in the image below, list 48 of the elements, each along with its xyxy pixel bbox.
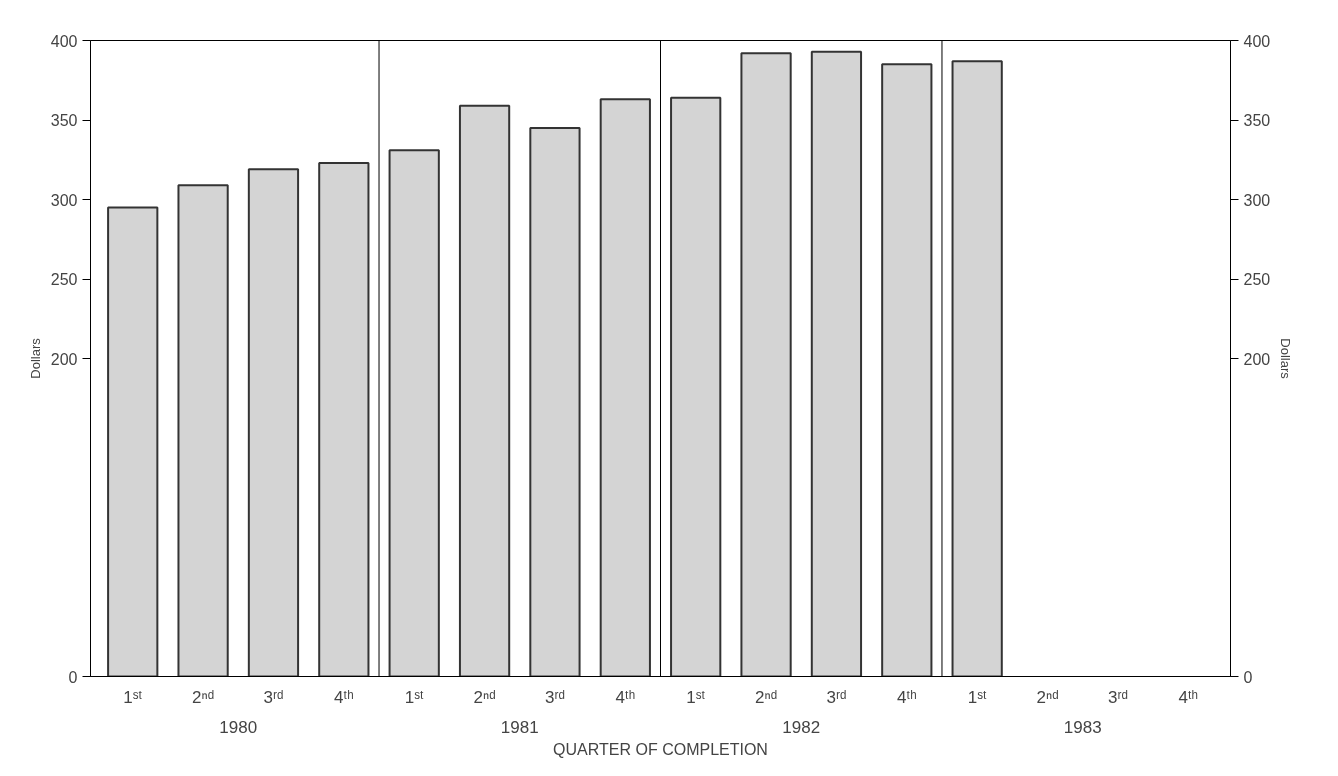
bar <box>388 149 440 677</box>
y-tick-label: 0 <box>68 668 78 686</box>
x-tick-label: 4ᵗʰ <box>896 687 917 707</box>
x-axis-title: QUARTER OF COMPLETION <box>553 740 768 758</box>
bar <box>599 98 651 677</box>
text: 1980 <box>219 717 258 737</box>
y2-tick-label: 0 <box>1243 668 1253 686</box>
bar <box>318 161 370 677</box>
x-tick-label: 4ᵗʰ <box>333 687 354 707</box>
x-tick-label: 3ʳᵈ <box>263 687 284 707</box>
bar <box>740 52 792 677</box>
x-tick-label: 2ⁿᵈ <box>1036 687 1059 707</box>
bar <box>951 60 1003 677</box>
x-tick-label: 1ˢᵗ <box>686 687 706 707</box>
y2-axis-title: Dollars <box>1278 338 1294 380</box>
y-tick-label: 300 <box>50 191 78 209</box>
bar <box>458 104 511 677</box>
y2-tick-label: 250 <box>1243 271 1271 288</box>
bar <box>670 96 722 677</box>
x-tick-label: 2ⁿᵈ <box>755 687 778 707</box>
bar <box>177 184 229 677</box>
y2-tick-label: 400 <box>1243 32 1271 50</box>
y-tick-label: 400 <box>50 32 78 50</box>
bar <box>881 63 933 677</box>
x-tick-label: 1ˢᵗ <box>123 687 143 707</box>
y-axis-title: Dollars <box>27 337 43 379</box>
y-tick-label: 350 <box>50 112 78 129</box>
x-tick-label: 3ʳᵈ <box>544 687 565 707</box>
bar <box>529 126 581 677</box>
text: 1983 <box>1063 717 1102 737</box>
x-tick-label: 2ⁿᵈ <box>192 687 215 707</box>
text: 1982 <box>782 717 821 737</box>
bar <box>107 206 159 677</box>
y-tick-label: 200 <box>50 350 78 368</box>
y-tick-label: 250 <box>50 271 78 288</box>
x-tick-label: 2ⁿᵈ <box>473 687 496 707</box>
x-tick-label: 3ʳᵈ <box>1107 687 1128 707</box>
x-tick-label: 4ᵗʰ <box>1178 687 1199 707</box>
x-tick-label: 4ᵗʰ <box>615 687 636 707</box>
y2-tick-label: 350 <box>1243 112 1271 129</box>
y2-tick-label: 300 <box>1243 191 1271 209</box>
x-tick-label: 3ʳᵈ <box>826 687 847 707</box>
bar <box>247 168 300 677</box>
y2-tick-label: 200 <box>1243 350 1271 368</box>
bar <box>810 50 863 677</box>
x-tick-label: 1ˢᵗ <box>967 687 987 707</box>
text: 1981 <box>500 717 539 737</box>
x-tick-label: 1ˢᵗ <box>404 687 424 707</box>
